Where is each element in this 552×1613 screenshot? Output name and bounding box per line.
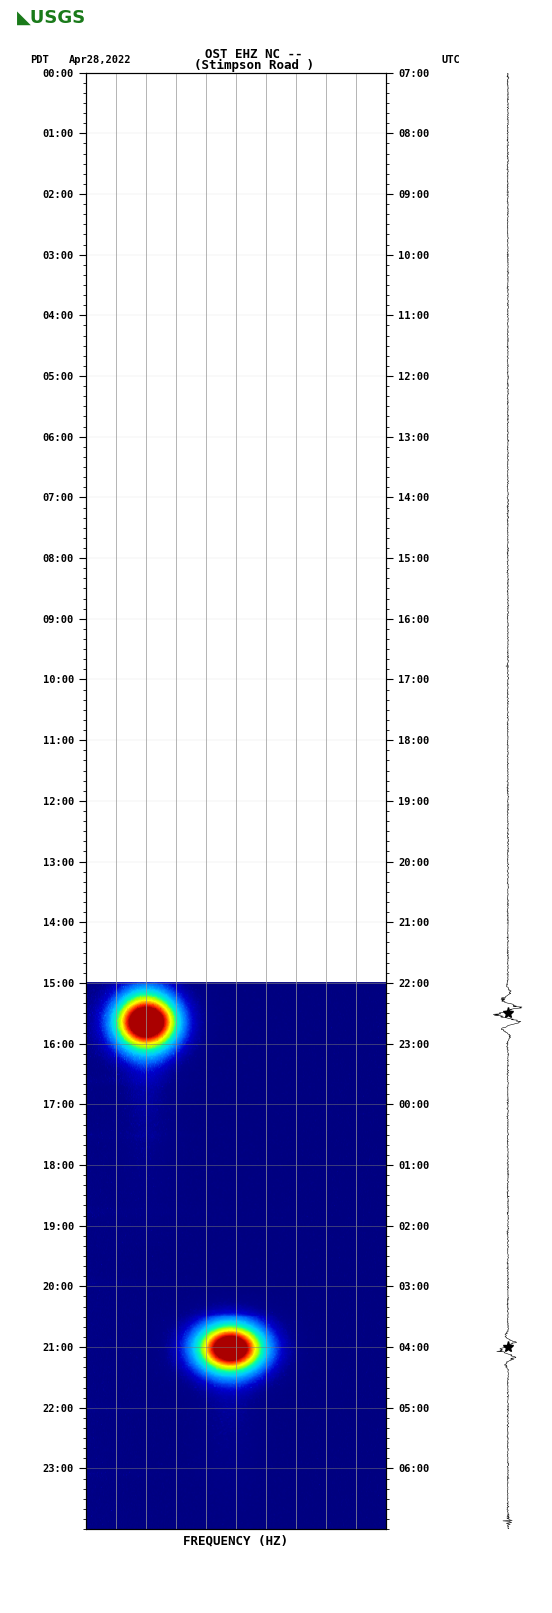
Text: Apr28,2022: Apr28,2022 [69, 55, 131, 65]
Text: ◣USGS: ◣USGS [17, 10, 86, 27]
Text: (Stimpson Road ): (Stimpson Road ) [194, 58, 314, 73]
Text: UTC: UTC [442, 55, 460, 65]
X-axis label: FREQUENCY (HZ): FREQUENCY (HZ) [183, 1534, 289, 1548]
Text: PDT: PDT [30, 55, 49, 65]
Bar [86, 73, 386, 982]
Text: OST EHZ NC --: OST EHZ NC -- [205, 47, 302, 61]
